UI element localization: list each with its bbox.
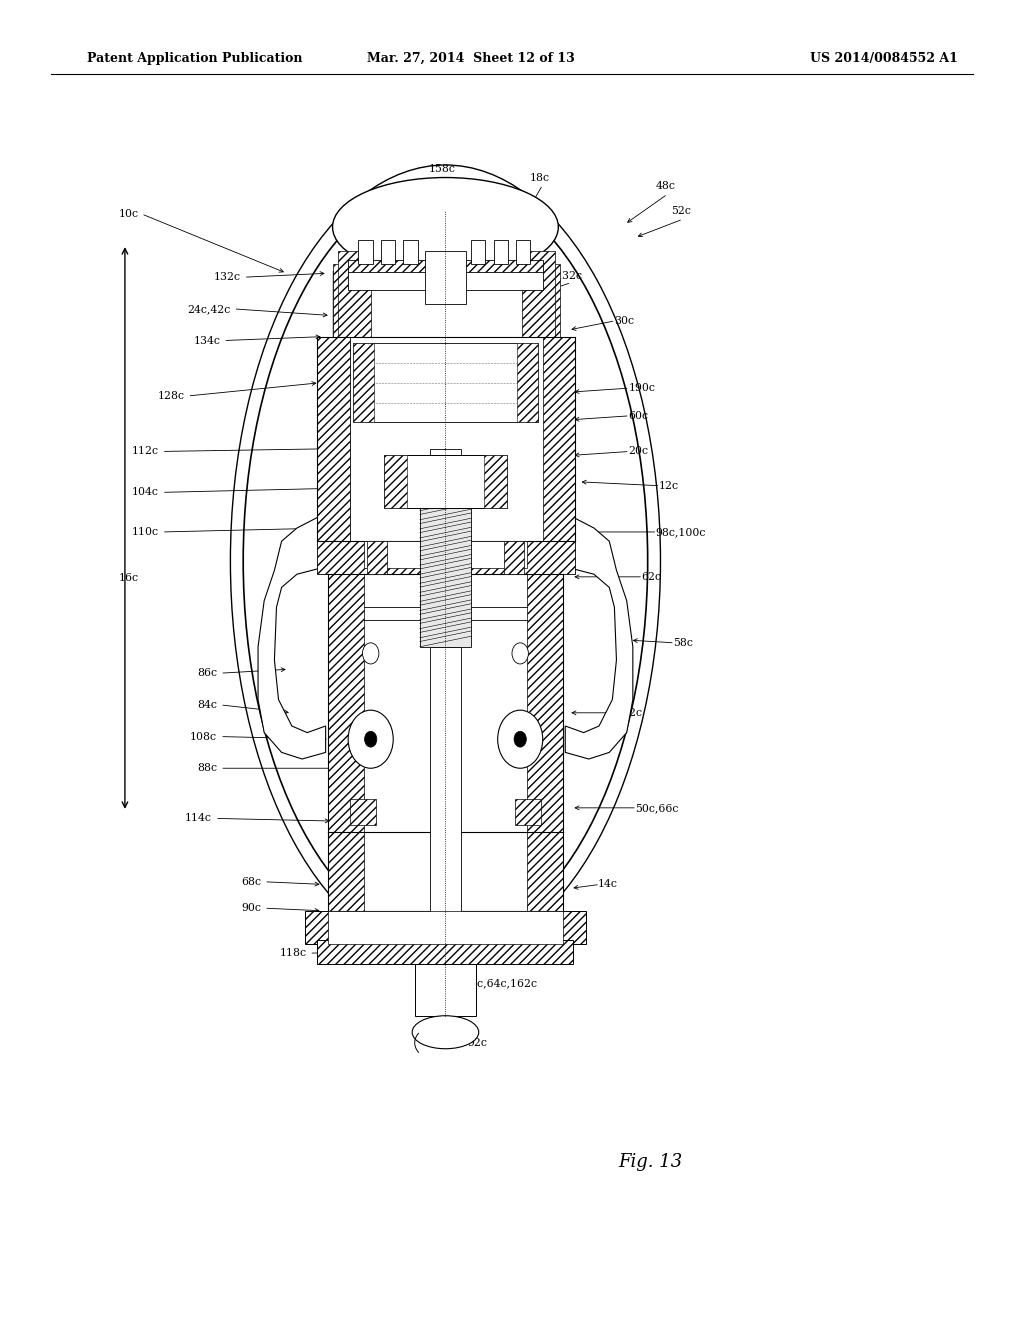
Text: US 2014/0084552 A1: US 2014/0084552 A1 bbox=[810, 51, 957, 65]
Text: 14c: 14c bbox=[598, 879, 617, 890]
Ellipse shape bbox=[333, 177, 558, 277]
Bar bbox=[348, 260, 543, 273]
Text: 28c: 28c bbox=[494, 256, 514, 267]
Circle shape bbox=[362, 643, 379, 664]
Text: 88c: 88c bbox=[197, 763, 217, 774]
Text: 52c: 52c bbox=[671, 206, 691, 216]
Text: 36c: 36c bbox=[336, 948, 356, 958]
Bar bbox=[338, 224, 553, 337]
Bar bbox=[494, 240, 508, 264]
Polygon shape bbox=[258, 515, 326, 759]
Text: 50c,66c: 50c,66c bbox=[635, 803, 678, 813]
Text: 188c: 188c bbox=[427, 224, 454, 235]
Text: 48c: 48c bbox=[655, 181, 676, 191]
Bar bbox=[317, 337, 350, 541]
Text: 16c: 16c bbox=[118, 573, 138, 583]
Text: 190c: 190c bbox=[629, 383, 655, 393]
Text: 118c: 118c bbox=[281, 948, 307, 958]
Text: 34c,44c,64c,162c: 34c,44c,64c,162c bbox=[440, 978, 538, 989]
Bar bbox=[328, 911, 563, 944]
Bar bbox=[522, 251, 555, 337]
Text: 30c: 30c bbox=[614, 315, 635, 326]
Text: 94c,96c: 94c,96c bbox=[492, 948, 535, 958]
Bar bbox=[430, 449, 461, 502]
Text: 102c: 102c bbox=[466, 230, 493, 240]
Bar bbox=[367, 541, 387, 574]
Text: 112c: 112c bbox=[132, 446, 159, 457]
Bar bbox=[532, 264, 560, 337]
Bar bbox=[305, 911, 586, 944]
Bar bbox=[338, 251, 371, 337]
Bar bbox=[403, 240, 418, 264]
Text: 62c: 62c bbox=[641, 572, 662, 582]
Bar bbox=[430, 647, 461, 937]
Text: 20c: 20c bbox=[629, 446, 649, 457]
Bar bbox=[543, 337, 575, 541]
Circle shape bbox=[498, 710, 543, 768]
Ellipse shape bbox=[412, 1016, 479, 1048]
Text: 98c,100c: 98c,100c bbox=[655, 527, 706, 537]
Bar bbox=[471, 240, 485, 264]
Text: 134c: 134c bbox=[194, 335, 220, 346]
Bar bbox=[358, 240, 373, 264]
Text: 68c: 68c bbox=[241, 876, 261, 887]
Text: 110c: 110c bbox=[132, 527, 159, 537]
Text: 90c: 90c bbox=[242, 903, 261, 913]
Bar bbox=[350, 799, 376, 825]
Bar bbox=[516, 240, 530, 264]
Text: 18c: 18c bbox=[529, 173, 550, 183]
Text: 86c: 86c bbox=[197, 668, 217, 678]
Bar bbox=[348, 272, 543, 290]
Text: Patent Application Publication: Patent Application Publication bbox=[87, 51, 302, 65]
Bar bbox=[484, 455, 507, 508]
Bar bbox=[384, 455, 507, 508]
Text: 114c: 114c bbox=[185, 813, 212, 824]
Bar bbox=[527, 832, 563, 911]
Text: 92c: 92c bbox=[467, 1038, 486, 1048]
Bar bbox=[364, 541, 527, 568]
Bar bbox=[353, 343, 374, 422]
Circle shape bbox=[348, 710, 393, 768]
Bar bbox=[415, 964, 476, 1016]
Text: 128c: 128c bbox=[158, 391, 184, 401]
Bar bbox=[381, 240, 395, 264]
Bar bbox=[350, 337, 543, 541]
Polygon shape bbox=[565, 515, 633, 759]
Bar bbox=[333, 264, 364, 337]
Circle shape bbox=[365, 731, 377, 747]
Text: 186c: 186c bbox=[396, 224, 423, 235]
Text: 32c: 32c bbox=[623, 708, 643, 718]
Bar bbox=[527, 574, 563, 832]
Text: 24c,42c: 24c,42c bbox=[187, 304, 230, 314]
Text: Mar. 27, 2014  Sheet 12 of 13: Mar. 27, 2014 Sheet 12 of 13 bbox=[368, 51, 574, 65]
Bar bbox=[317, 541, 575, 574]
Bar bbox=[328, 574, 364, 832]
Text: 60c: 60c bbox=[629, 411, 649, 421]
Ellipse shape bbox=[244, 182, 648, 940]
Text: 104c: 104c bbox=[132, 487, 159, 498]
Circle shape bbox=[512, 643, 528, 664]
Text: 196c: 196c bbox=[358, 224, 385, 235]
Text: 158c: 158c bbox=[429, 164, 456, 174]
Bar bbox=[420, 502, 471, 647]
Text: 58c: 58c bbox=[673, 638, 692, 648]
Bar bbox=[384, 455, 407, 508]
Bar bbox=[425, 251, 466, 304]
Text: 84c: 84c bbox=[198, 700, 217, 710]
Text: 12c: 12c bbox=[658, 480, 679, 491]
Bar bbox=[517, 343, 538, 422]
Text: Fig. 13: Fig. 13 bbox=[618, 1152, 682, 1171]
Text: 132c: 132c bbox=[556, 271, 583, 281]
Text: 108c: 108c bbox=[190, 731, 217, 742]
Bar bbox=[317, 940, 573, 964]
Text: 132c: 132c bbox=[214, 272, 241, 282]
Bar bbox=[364, 574, 527, 832]
Bar bbox=[353, 343, 538, 422]
Bar bbox=[504, 541, 524, 574]
Text: 10c: 10c bbox=[118, 209, 138, 219]
Bar bbox=[515, 799, 541, 825]
Bar bbox=[364, 832, 527, 911]
Bar bbox=[328, 832, 364, 911]
Circle shape bbox=[514, 731, 526, 747]
